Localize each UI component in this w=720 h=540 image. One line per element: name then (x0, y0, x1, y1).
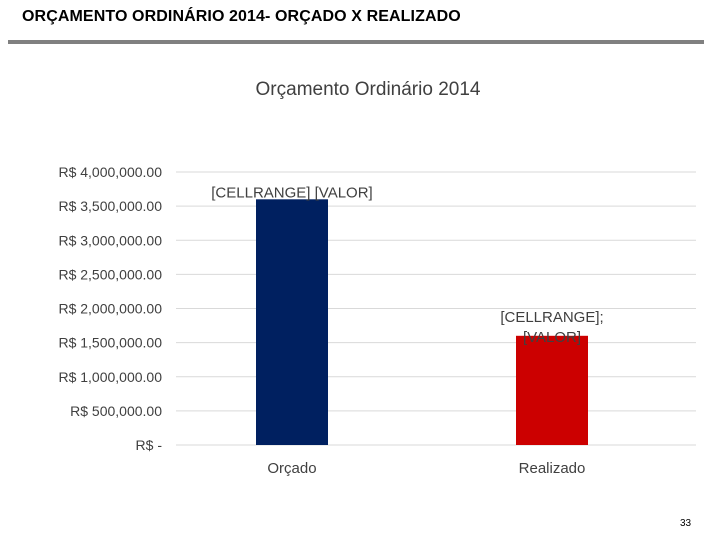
data-label: [CELLRANGE]; (500, 309, 603, 326)
y-tick-label: R$ 1,500,000.00 (58, 335, 162, 351)
y-tick-label: R$ 3,500,000.00 (58, 198, 162, 214)
y-tick-label: R$ 2,000,000.00 (58, 301, 162, 317)
data-label: [CELLRANGE] [VALOR] (211, 184, 372, 201)
bar-realizado (516, 335, 588, 445)
gridlines (176, 171, 696, 446)
y-tick-label: R$ 2,500,000.00 (58, 266, 162, 282)
data-labels: [CELLRANGE] [VALOR] [CELLRANGE]; [VALOR] (211, 184, 603, 345)
y-tick-label: R$ 500,000.00 (70, 403, 162, 419)
page-number: 33 (680, 518, 692, 529)
title-divider (8, 40, 704, 44)
category-labels: Orçado Realizado (267, 460, 585, 477)
y-axis-ticks: R$ - R$ 500,000.00 R$ 1,000,000.00 R$ 1,500… (58, 164, 162, 453)
chart-title: Orçamento Ordinário 2014 (256, 79, 481, 100)
y-tick-label: R$ 3,000,000.00 (58, 232, 162, 248)
y-tick-label: R$ 1,000,000.00 (58, 369, 162, 385)
data-label: [VALOR] (523, 329, 581, 346)
bars (256, 199, 588, 445)
y-tick-label: R$ 4,000,000.00 (58, 164, 162, 180)
bar-or-ado (256, 199, 328, 445)
category-label: Orçado (267, 460, 316, 477)
y-tick-label: R$ - (136, 437, 163, 453)
slide-title: ORÇAMENTO ORDINÁRIO 2014- ORÇADO X REALI… (22, 8, 461, 25)
category-label: Realizado (519, 460, 586, 477)
